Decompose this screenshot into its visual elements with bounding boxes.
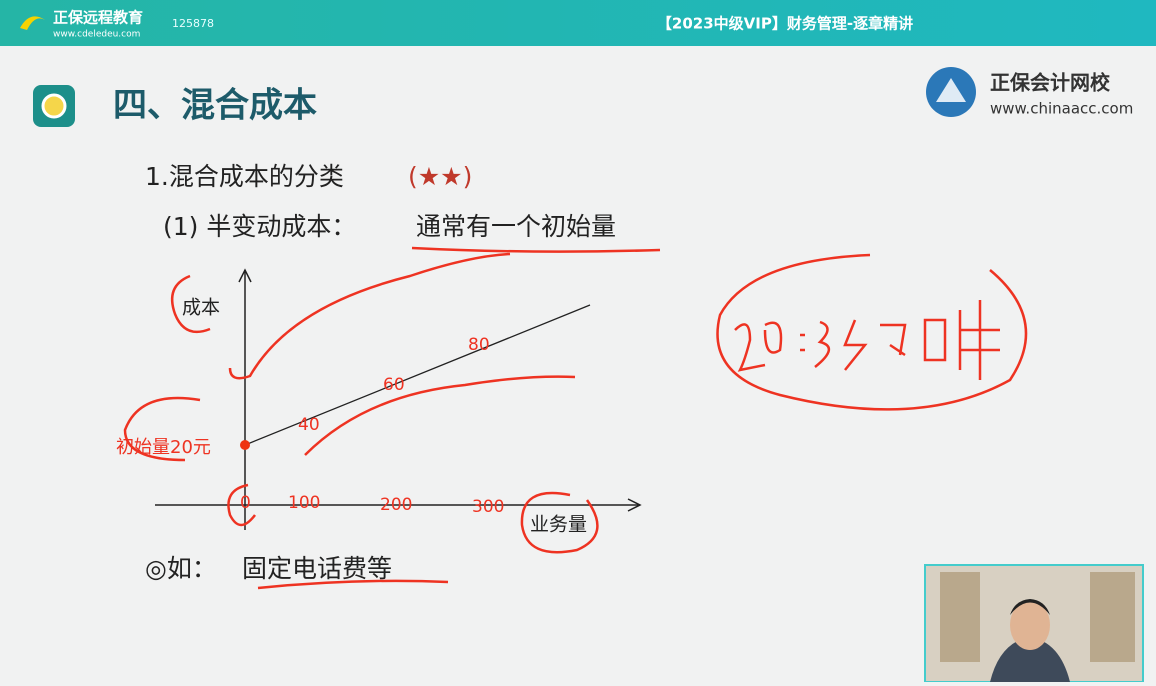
x-mark-label: 100: [288, 493, 320, 513]
heading-icon-dot: [41, 93, 67, 119]
header-title: 【2023中级VIP】财务管理-逐章精讲: [657, 15, 913, 33]
example: ◎如：: [145, 554, 217, 583]
example-note: 固定电话费等: [242, 554, 392, 583]
header-bar: [0, 0, 1156, 46]
y-label: 成本: [182, 297, 220, 319]
line-mark-label: 60: [383, 375, 405, 395]
line-mark-label: 80: [468, 335, 490, 355]
heading: 四、混合成本: [113, 86, 317, 126]
video-shelf: [1090, 572, 1135, 662]
point: 1.混合成本的分类: [145, 162, 344, 191]
sub-point: (1) 半变动成本：: [163, 212, 356, 241]
sub-note: 通常有一个初始量: [416, 212, 616, 241]
header-brand: 正保远程教育: [53, 9, 143, 27]
x-arrow: [627, 498, 642, 512]
x-mark-label: 300: [472, 497, 504, 517]
origin-label: 0: [240, 493, 251, 513]
presenter-hair: [1010, 599, 1050, 615]
stars: (★★): [408, 162, 472, 191]
x-mark-label: 200: [380, 495, 412, 515]
presenter-body: [990, 637, 1070, 682]
school-url: www.chinaacc.com: [990, 100, 1133, 118]
initial-dot: [240, 440, 250, 450]
ink-strokes: [123, 252, 1028, 590]
cost-line: [244, 304, 591, 446]
presenter-head: [1010, 600, 1050, 650]
video-shelf: [940, 572, 980, 662]
logo-mark: [20, 16, 45, 30]
school-name: 正保会计网校: [990, 71, 1111, 95]
header-id: 125878: [172, 17, 214, 30]
initial-label: 初始量20元: [116, 437, 211, 458]
school-logo-mark: [936, 78, 966, 102]
y-arrow: [238, 268, 252, 283]
header-url: www.cdeledeu.com: [53, 30, 140, 40]
ink-underline: [411, 246, 661, 253]
line-mark-label: 40: [298, 415, 320, 435]
x-label: 业务量: [530, 514, 587, 536]
